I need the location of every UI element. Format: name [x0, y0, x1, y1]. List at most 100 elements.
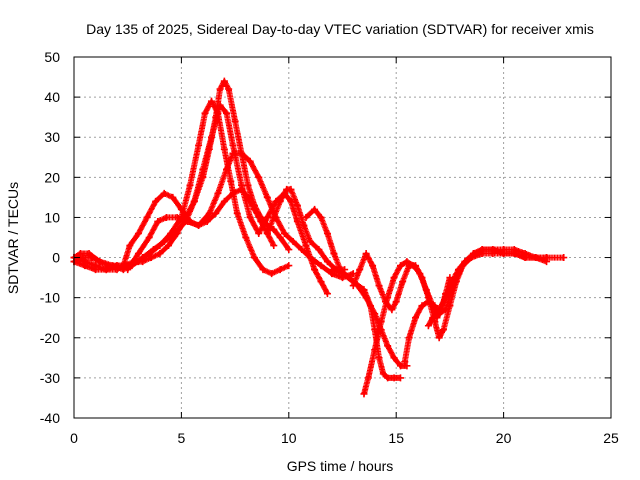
data-point	[442, 294, 450, 302]
y-tick-label: -10	[40, 290, 60, 306]
data-point	[317, 262, 325, 270]
data-point	[285, 262, 293, 270]
data-point	[238, 149, 246, 157]
data-point	[521, 254, 529, 262]
data-point	[431, 302, 439, 310]
data-point	[362, 250, 370, 258]
data-point	[401, 358, 409, 366]
data-point	[289, 238, 297, 246]
data-point	[102, 266, 110, 274]
data-point	[390, 374, 398, 382]
data-point	[223, 165, 231, 173]
data-point	[403, 258, 411, 266]
data-point	[238, 185, 246, 193]
data-point	[424, 322, 432, 330]
data-point	[399, 278, 407, 286]
data-point	[349, 282, 357, 290]
data-point	[167, 229, 175, 237]
data-point	[470, 250, 478, 258]
data-point	[195, 221, 203, 229]
data-point	[156, 242, 164, 250]
data-point	[281, 229, 289, 237]
data-point	[560, 254, 568, 262]
data-point	[369, 262, 377, 270]
x-tick-label: 15	[388, 430, 404, 446]
data-point	[439, 326, 447, 334]
data-point	[330, 250, 338, 258]
data-point	[276, 266, 284, 274]
grid-layer	[74, 57, 611, 418]
data-point	[276, 197, 284, 205]
data-point	[139, 258, 147, 266]
x-tick-label: 10	[281, 430, 297, 446]
data-point	[302, 242, 310, 250]
data-point	[190, 197, 198, 205]
data-point	[510, 250, 518, 258]
data-point	[298, 246, 306, 254]
data-point	[418, 274, 426, 282]
y-tick-label: 0	[52, 250, 60, 266]
data-point	[306, 238, 314, 246]
data-point	[442, 306, 450, 314]
series-track-10	[424, 246, 568, 330]
data-point	[388, 306, 396, 314]
data-point	[173, 229, 181, 237]
data-point	[311, 205, 319, 213]
data-point	[323, 258, 331, 266]
data-point	[96, 258, 104, 266]
data-point	[255, 229, 263, 237]
data-point	[244, 181, 252, 189]
data-point	[532, 254, 540, 262]
x-tick-label: 0	[70, 430, 78, 446]
data-point	[405, 262, 413, 270]
x-tick-label: 25	[603, 430, 619, 446]
data-point	[205, 209, 213, 217]
data-point	[220, 145, 228, 153]
data-point	[246, 213, 254, 221]
data-point	[130, 258, 138, 266]
data-point	[332, 266, 340, 274]
y-tick-label: 30	[44, 129, 60, 145]
data-point	[429, 314, 437, 322]
series-track-3	[70, 185, 278, 274]
data-point	[195, 141, 203, 149]
data-point	[199, 173, 207, 181]
data-point	[169, 193, 177, 201]
data-point	[360, 286, 368, 294]
data-point	[147, 254, 155, 262]
data-point	[424, 298, 432, 306]
data-point	[212, 113, 220, 121]
data-point	[143, 213, 151, 221]
data-point	[216, 85, 224, 93]
data-point	[227, 177, 235, 185]
data-point	[91, 262, 99, 270]
x-tick-label: 5	[178, 430, 186, 446]
data-point	[276, 234, 284, 241]
data-point	[165, 242, 173, 250]
x-axis-label: GPS time / hours	[287, 458, 394, 474]
data-point	[412, 314, 420, 322]
y-axis-label: SDTVAR / TECUs	[5, 182, 21, 294]
y-tick-label: 10	[44, 209, 60, 225]
data-point	[177, 205, 185, 213]
data-point	[220, 77, 228, 85]
y-tick-label: -40	[40, 410, 60, 426]
data-point	[311, 266, 319, 274]
data-point	[233, 209, 241, 217]
data-point	[339, 270, 346, 278]
data-point	[250, 254, 258, 262]
data-point	[543, 254, 551, 262]
data-point	[263, 213, 271, 221]
data-point	[201, 109, 209, 117]
data-point	[366, 302, 374, 310]
data-point	[173, 213, 181, 221]
data-point	[263, 229, 271, 237]
data-point	[152, 197, 160, 205]
data-point	[461, 258, 469, 266]
data-point	[323, 290, 331, 298]
data-point	[270, 213, 278, 221]
data-point	[263, 193, 271, 201]
data-point	[306, 254, 314, 262]
